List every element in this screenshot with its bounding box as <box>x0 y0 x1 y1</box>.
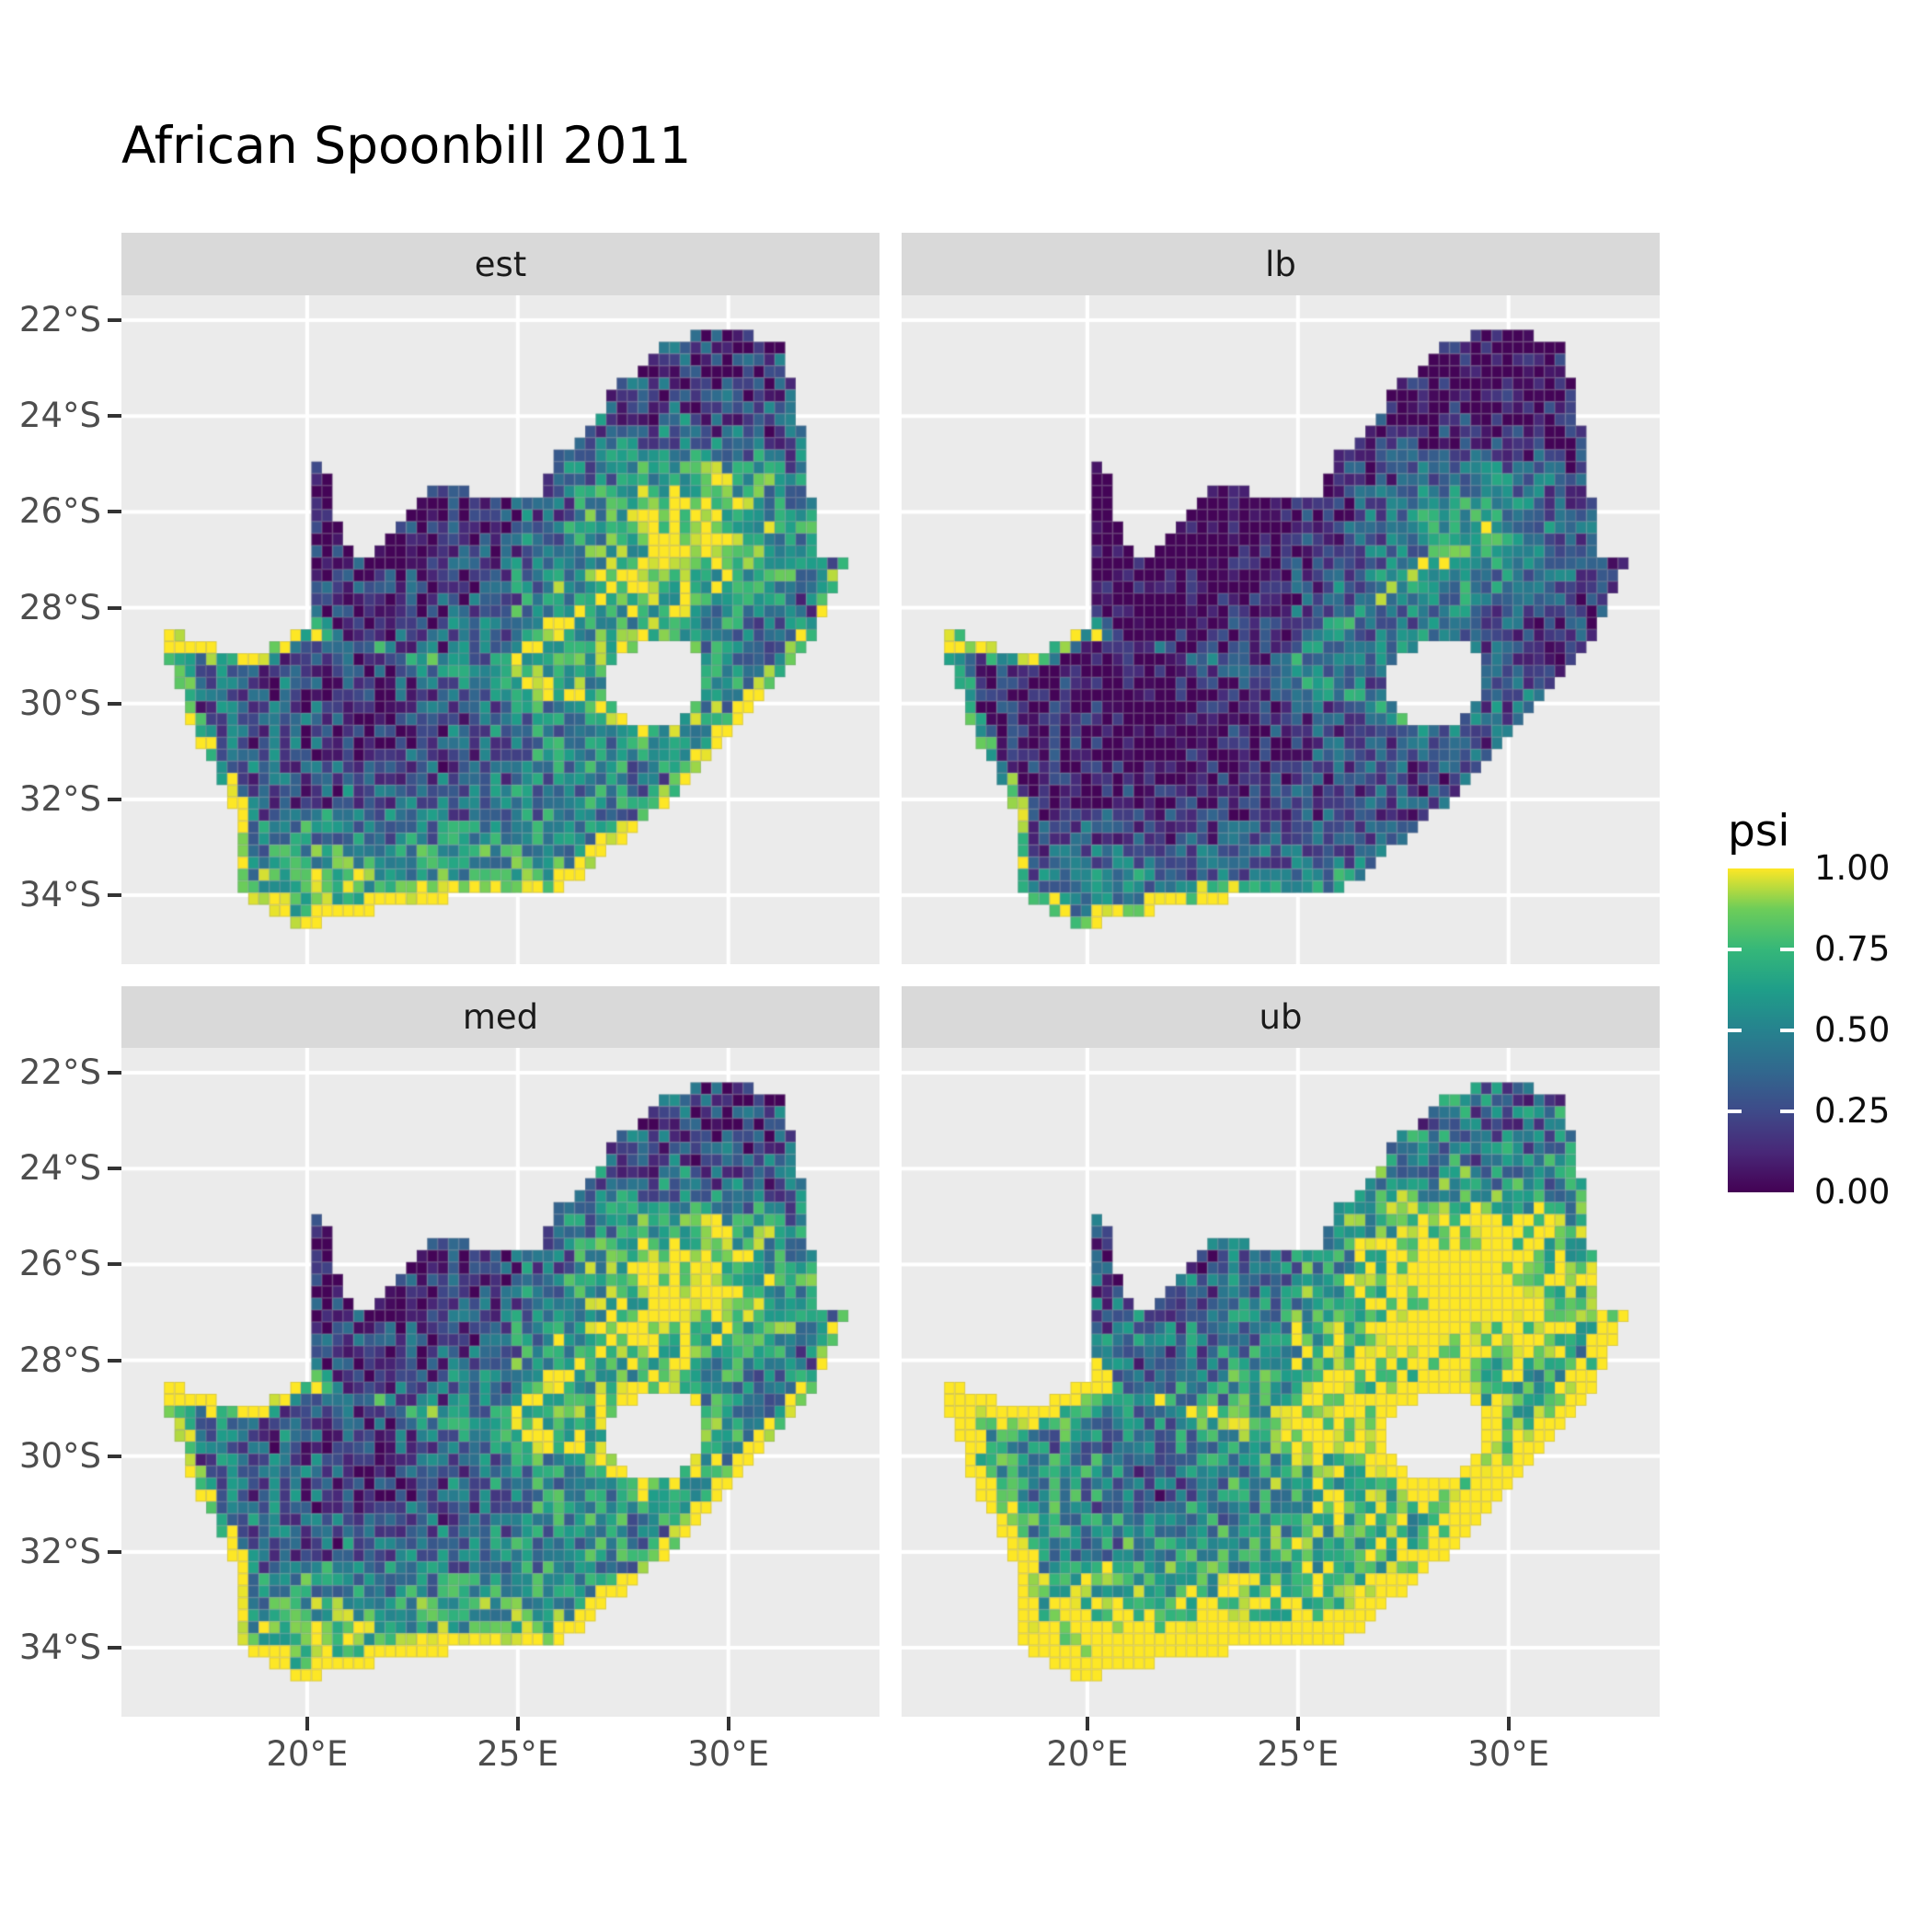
y-axis-label: 22°S <box>18 1052 101 1093</box>
map-panel-med <box>121 1048 880 1717</box>
y-axis-tick <box>108 605 121 610</box>
y-axis-tick <box>108 1549 121 1554</box>
y-axis-label: 30°S <box>18 1435 101 1476</box>
y-axis-label: 26°S <box>18 491 101 532</box>
facet-strip-med: med <box>121 986 880 1048</box>
facet-strip-lb: lb <box>902 233 1660 295</box>
legend-tick-mark <box>1780 1110 1794 1113</box>
y-axis-tick <box>108 1262 121 1267</box>
y-axis-tick <box>108 1454 121 1458</box>
y-axis-tick <box>108 797 121 801</box>
x-axis-label: 20°E <box>266 1734 349 1774</box>
x-axis-tick <box>515 1717 520 1731</box>
map-panel-ub <box>902 1048 1660 1717</box>
x-axis-label: 30°E <box>687 1734 770 1774</box>
y-axis-label: 30°S <box>18 683 101 723</box>
y-axis-label: 28°S <box>18 587 101 627</box>
legend-tick-label: 0.75 <box>1814 929 1891 969</box>
x-axis-tick <box>305 1717 309 1731</box>
plot-title: African Spoonbill 2011 <box>121 116 692 175</box>
legend-tick-label: 0.25 <box>1814 1091 1891 1131</box>
y-axis-tick <box>108 1167 121 1171</box>
facet-strip-ub: ub <box>902 986 1660 1048</box>
legend-tick-mark <box>1728 948 1742 951</box>
y-axis-label: 32°S <box>18 1531 101 1571</box>
legend-tick-label: 0.50 <box>1814 1010 1891 1050</box>
x-axis-label: 20°E <box>1046 1734 1129 1774</box>
x-axis-tick <box>1085 1717 1089 1731</box>
x-axis-tick <box>1506 1717 1511 1731</box>
facet-strip-est: est <box>121 233 880 295</box>
y-axis-label: 24°S <box>18 1148 101 1189</box>
legend-tick-mark <box>1780 948 1794 951</box>
y-axis-label: 26°S <box>18 1244 101 1284</box>
map-panel-lb <box>902 295 1660 964</box>
x-axis-label: 30°E <box>1467 1734 1550 1774</box>
y-axis-label: 22°S <box>18 300 101 340</box>
x-axis-label: 25°E <box>1257 1734 1340 1774</box>
legend-tick-mark <box>1728 1029 1742 1032</box>
y-axis-tick <box>108 1358 121 1363</box>
y-axis-tick <box>108 318 121 323</box>
y-axis-label: 28°S <box>18 1340 101 1380</box>
map-panel-est <box>121 295 880 964</box>
x-axis-tick <box>1295 1717 1300 1731</box>
y-axis-label: 32°S <box>18 778 101 819</box>
legend-tick-mark <box>1780 1029 1794 1032</box>
y-axis-tick <box>108 893 121 898</box>
legend-title: psi <box>1728 806 1790 857</box>
y-axis-tick <box>108 414 121 419</box>
y-axis-tick <box>108 701 121 706</box>
y-axis-label: 34°S <box>18 875 101 915</box>
y-axis-tick <box>108 510 121 514</box>
x-axis-label: 25°E <box>477 1734 559 1774</box>
legend-tick-label: 0.00 <box>1814 1172 1891 1212</box>
y-axis-tick <box>108 1071 121 1075</box>
legend-tick-mark <box>1728 1110 1742 1113</box>
y-axis-tick <box>108 1646 121 1650</box>
legend-tick-label: 1.00 <box>1814 848 1891 888</box>
y-axis-label: 34°S <box>18 1627 101 1668</box>
y-axis-label: 24°S <box>18 396 101 436</box>
x-axis-tick <box>726 1717 730 1731</box>
